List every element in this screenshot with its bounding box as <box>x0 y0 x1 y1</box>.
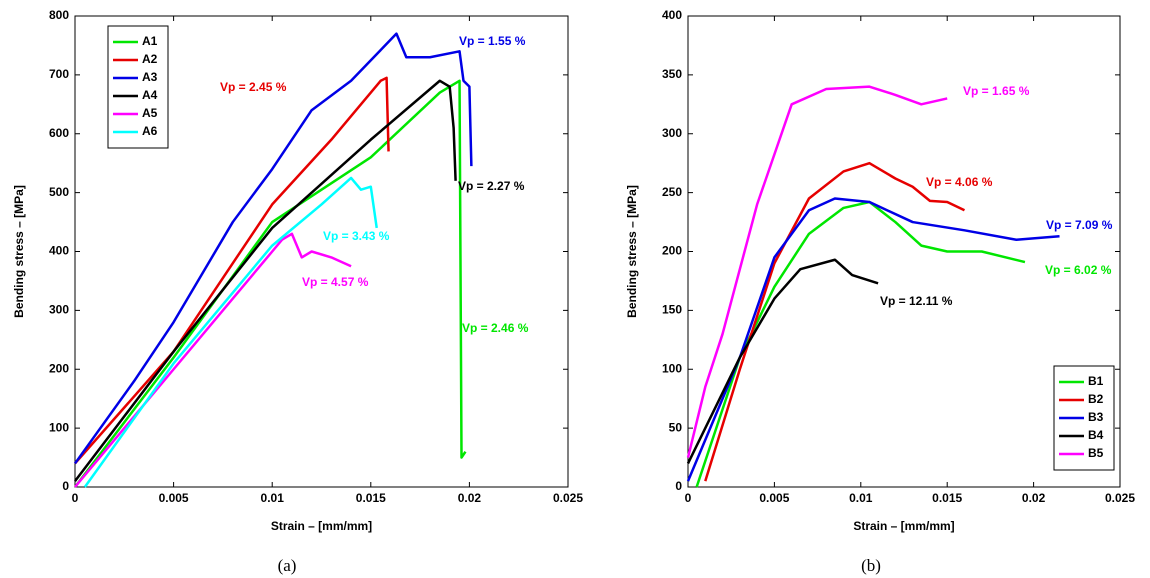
legend-label: B5 <box>1088 446 1104 460</box>
legend-label: A4 <box>142 88 158 102</box>
y-tick-label: 50 <box>669 420 683 434</box>
data-line <box>74 232 352 488</box>
data-line <box>686 197 1060 482</box>
annotation: Vp = 1.65 % <box>963 84 1030 98</box>
x-tick-label: 0.01 <box>261 491 285 505</box>
y-tick-label: 250 <box>662 185 682 199</box>
legend-label: A5 <box>142 106 158 120</box>
data-line <box>686 85 948 458</box>
y-tick-label: 100 <box>49 420 69 434</box>
y-tick-label: 200 <box>49 361 69 375</box>
x-tick-label: 0.015 <box>932 491 962 505</box>
y-tick-label: 100 <box>662 361 682 375</box>
legend-label: A3 <box>142 70 158 84</box>
y-tick-label: 0 <box>675 479 682 493</box>
data-line <box>704 161 966 482</box>
legend-label: A2 <box>142 52 158 66</box>
legend-label: B4 <box>1088 428 1104 442</box>
x-tick-label: 0.005 <box>159 491 189 505</box>
data-line <box>73 32 473 465</box>
legend-label: A6 <box>142 124 158 138</box>
y-axis-label: Bending stress – [MPa] <box>625 185 639 318</box>
y-tick-label: 600 <box>49 126 69 140</box>
data-line <box>74 79 467 488</box>
annotation: Vp = 2.27 % <box>458 179 525 193</box>
legend-box <box>107 25 169 149</box>
y-tick-label: 300 <box>49 303 69 317</box>
x-tick-label: 0.005 <box>759 491 789 505</box>
data-line <box>74 79 457 482</box>
x-tick-label: 0 <box>685 491 692 505</box>
annotation: Vp = 7.09 % <box>1046 218 1113 232</box>
legend-label: B2 <box>1088 392 1104 406</box>
y-tick-label: 800 <box>49 8 69 22</box>
y-tick-label: 200 <box>662 244 682 258</box>
x-tick-label: 0.02 <box>1022 491 1046 505</box>
annotation: Vp = 2.46 % <box>462 321 529 335</box>
y-tick-label: 700 <box>49 67 69 81</box>
x-tick-label: 0.025 <box>553 491 583 505</box>
annotation: Vp = 4.57 % <box>302 275 369 289</box>
x-tick-label: 0.02 <box>458 491 482 505</box>
legend-label: B1 <box>1088 374 1104 388</box>
annotation: Vp = 3.43 % <box>323 229 390 243</box>
y-tick-label: 400 <box>662 8 682 22</box>
legend-label: B3 <box>1088 410 1104 424</box>
annotation: Vp = 12.11 % <box>880 294 953 308</box>
x-tick-label: 0.025 <box>1105 491 1135 505</box>
caption: (b) <box>861 556 881 575</box>
annotation: Vp = 2.45 % <box>220 80 287 94</box>
x-tick-label: 0.01 <box>849 491 873 505</box>
y-tick-label: 150 <box>662 303 682 317</box>
y-tick-label: 400 <box>49 244 69 258</box>
x-axis-label: Strain – [mm/mm] <box>271 519 372 533</box>
x-tick-label: 0.015 <box>356 491 386 505</box>
x-tick-label: 0 <box>72 491 79 505</box>
caption: (a) <box>278 556 297 575</box>
y-axis-label: Bending stress – [MPa] <box>12 185 26 318</box>
annotation: Vp = 1.55 % <box>459 34 526 48</box>
y-tick-label: 0 <box>62 479 69 493</box>
data-line <box>686 258 879 464</box>
annotation: Vp = 4.06 % <box>926 175 993 189</box>
data-line <box>83 176 378 488</box>
x-axis-label: Strain – [mm/mm] <box>853 519 954 533</box>
annotation: Vp = 6.02 % <box>1045 263 1112 277</box>
legend-label: A1 <box>142 34 158 48</box>
y-tick-label: 350 <box>662 67 682 81</box>
y-tick-label: 500 <box>49 185 69 199</box>
y-tick-label: 300 <box>662 126 682 140</box>
